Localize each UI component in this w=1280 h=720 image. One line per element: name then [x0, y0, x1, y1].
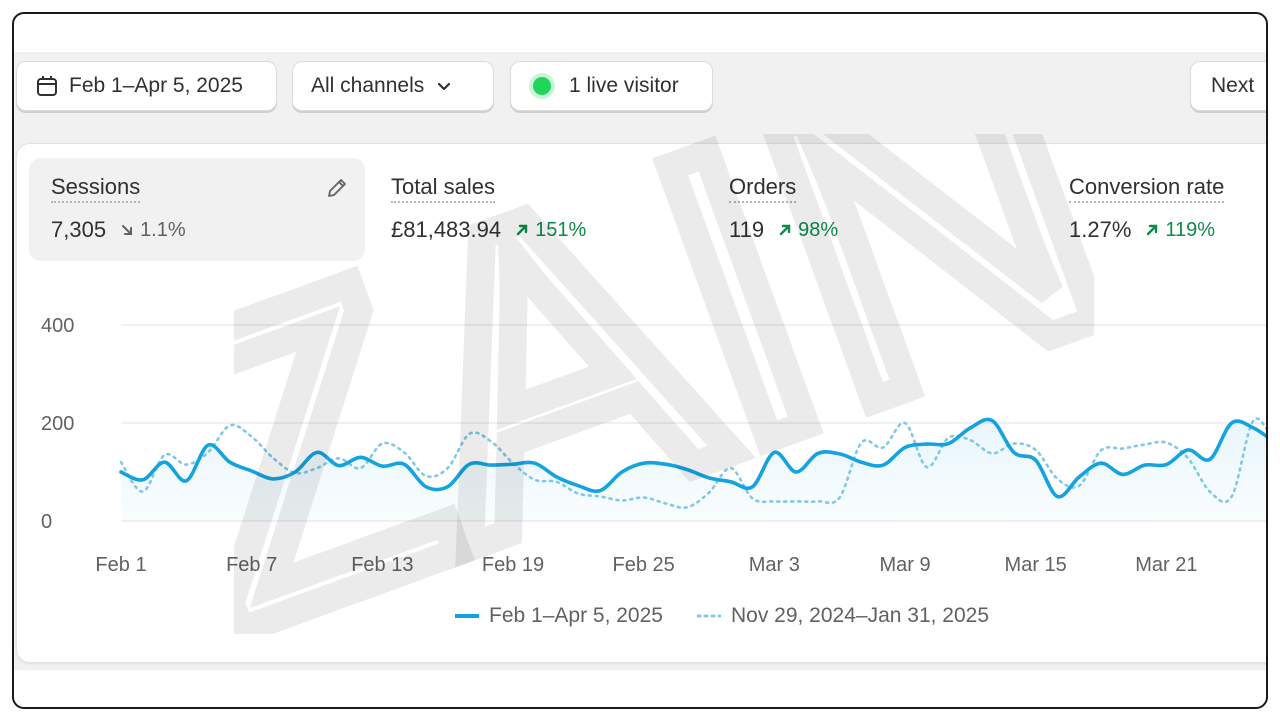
- legend-label: Feb 1–Apr 5, 2025: [489, 604, 663, 627]
- metric-change-text: 1.1%: [140, 218, 186, 241]
- analytics-card: Sessions 7,305 1.1%: [16, 143, 1266, 663]
- metric-change: 98%: [778, 219, 838, 242]
- screenshot-frame: Feb 1–Apr 5, 2025 All channels 1 live vi…: [12, 12, 1268, 709]
- legend-swatch-dotted: [696, 614, 721, 618]
- arrow-up-right-icon: [1145, 223, 1159, 237]
- x-tick-label: Feb 1: [95, 554, 146, 576]
- date-range-button[interactable]: Feb 1–Apr 5, 2025: [16, 61, 277, 111]
- metric-change-text: 119%: [1165, 218, 1216, 241]
- date-range-label: Feb 1–Apr 5, 2025: [69, 74, 243, 97]
- metric-value: 119: [729, 217, 765, 242]
- arrow-down-right-icon: [120, 223, 134, 237]
- metric-value: 1.27%: [1069, 217, 1132, 242]
- metric-conversion-rate[interactable]: Conversion rate 1.27% 119%: [1047, 158, 1266, 261]
- x-tick-label: Mar 15: [1005, 554, 1067, 576]
- x-tick-label: Feb 13: [351, 554, 413, 576]
- series-area-current: [121, 419, 1266, 521]
- y-tick-label: 200: [41, 413, 74, 435]
- live-status-dot: [533, 77, 551, 95]
- metric-orders[interactable]: Orders 119 98%: [707, 158, 1027, 261]
- channels-label: All channels: [311, 74, 425, 97]
- live-visitors-button[interactable]: 1 live visitor: [510, 61, 713, 111]
- metric-change: 1.1%: [120, 219, 186, 242]
- sessions-line-chart: 400 200 0 Feb 1 Feb 7 Feb 13 Feb 19 Feb 25 Mar 3…: [41, 315, 1266, 576]
- metric-label: Conversion rate: [1069, 174, 1225, 203]
- next-button[interactable]: Next: [1190, 61, 1266, 111]
- chart-legend: Feb 1–Apr 5, 2025 Nov 29, 2024–Jan 31, 2…: [455, 604, 1023, 628]
- metric-total-sales[interactable]: Total sales £81,483.94 151%: [369, 158, 689, 261]
- arrow-up-right-icon: [778, 223, 792, 237]
- legend-item-current[interactable]: Feb 1–Apr 5, 2025: [455, 604, 663, 628]
- calendar-icon: [35, 74, 59, 98]
- metric-change-text: 98%: [798, 218, 839, 241]
- x-tick-label: Mar 21: [1135, 554, 1197, 576]
- metric-change: 151%: [515, 219, 586, 242]
- legend-label: Nov 29, 2024–Jan 31, 2025: [730, 604, 990, 627]
- next-label: Next: [1211, 74, 1255, 97]
- metric-label: Orders: [729, 174, 797, 203]
- series-line-current: [119, 417, 1266, 499]
- legend-item-comparison[interactable]: Nov 29, 2024–Jan 31, 2025: [696, 604, 990, 628]
- x-tick-label: Feb 19: [482, 554, 544, 576]
- metric-change-text: 151%: [535, 218, 587, 241]
- metric-value: 7,305: [51, 217, 107, 242]
- metric-value: £81,483.94: [391, 217, 502, 242]
- live-visitors-label: 1 live visitor: [569, 74, 679, 97]
- x-tick-label: Mar 3: [749, 554, 800, 576]
- channels-dropdown[interactable]: All channels: [292, 61, 494, 111]
- chevron-down-icon: [434, 76, 454, 96]
- x-tick-label: Feb 25: [613, 554, 675, 576]
- x-tick-label: Feb 7: [226, 554, 277, 576]
- y-tick-label: 400: [41, 315, 74, 337]
- x-tick-label: Mar 9: [879, 554, 930, 576]
- arrow-up-right-icon: [515, 223, 529, 237]
- metric-label: Sessions: [51, 174, 141, 203]
- metric-sessions[interactable]: Sessions 7,305 1.1%: [29, 158, 365, 261]
- legend-swatch-solid: [455, 614, 479, 618]
- metric-label: Total sales: [391, 174, 495, 203]
- pencil-icon[interactable]: [325, 176, 349, 200]
- y-tick-label: 0: [41, 511, 52, 533]
- toolbar: Feb 1–Apr 5, 2025 All channels 1 live vi…: [14, 61, 1266, 115]
- series-line-comparison: [119, 417, 1266, 510]
- metric-change: 119%: [1145, 219, 1215, 242]
